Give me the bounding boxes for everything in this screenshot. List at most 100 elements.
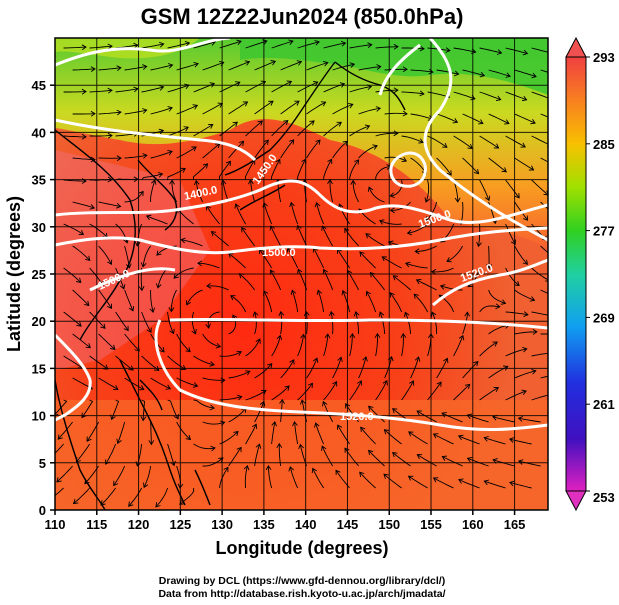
streamline-arrowhead	[523, 311, 529, 318]
streamline	[401, 135, 424, 143]
streamline	[505, 311, 528, 316]
streamline-arrowhead	[415, 279, 422, 285]
streamline	[531, 47, 548, 53]
streamline-arrowhead	[184, 40, 191, 47]
streamline	[287, 247, 299, 269]
streamline	[467, 267, 481, 287]
streamline	[89, 179, 112, 181]
streamline-arrowhead	[470, 94, 476, 101]
streamline	[323, 334, 329, 357]
streamline-arrowhead	[414, 248, 420, 255]
streamline-arrowhead	[267, 363, 273, 369]
streamline-arrowhead	[146, 327, 152, 334]
streamline-arrowhead	[492, 458, 498, 464]
streamline-arrowhead	[154, 365, 160, 371]
streamline-arrowhead	[210, 231, 217, 237]
streamline	[540, 113, 548, 118]
streamline	[254, 401, 265, 423]
streamline-arrowhead	[558, 73, 563, 78]
streamline-arrowhead	[90, 66, 96, 72]
streamline-arrowhead	[155, 502, 161, 508]
streamline-arrowhead	[140, 262, 147, 268]
streamline	[193, 83, 215, 93]
streamline	[329, 179, 334, 203]
streamline	[401, 47, 425, 50]
streamline-arrowhead	[276, 442, 283, 448]
streamline-arrowhead	[479, 71, 486, 78]
streamline	[488, 289, 506, 304]
streamline-arrowhead	[432, 433, 439, 439]
streamline-arrowhead	[529, 296, 536, 302]
streamline-arrowhead	[179, 499, 185, 505]
streamline	[176, 465, 181, 488]
x-tick-label: 135	[253, 517, 275, 532]
y-tick-label: 35	[32, 173, 46, 188]
streamline	[176, 146, 197, 159]
streamline-arrowhead	[500, 299, 507, 305]
streamline-arrowhead	[170, 460, 176, 467]
streamline	[337, 248, 350, 269]
streamline	[250, 179, 256, 203]
streamline-arrowhead	[504, 119, 510, 125]
streamline-arrowhead	[316, 289, 323, 296]
streamline	[479, 179, 490, 201]
streamline	[323, 83, 345, 93]
streamline-arrowhead	[241, 227, 247, 233]
streamline-arrowhead	[550, 351, 554, 356]
streamline	[431, 267, 454, 273]
streamline	[425, 201, 438, 222]
colorbar-tick-label: 293	[593, 50, 615, 65]
streamline-arrowhead	[362, 356, 368, 362]
streamline-arrowhead	[185, 434, 192, 441]
streamline-arrowhead	[392, 275, 399, 281]
streamline	[267, 465, 273, 489]
streamline-arrowhead	[255, 338, 261, 344]
streamline-arrowhead	[520, 142, 526, 148]
streamline	[146, 215, 168, 225]
streamline-arrowhead	[232, 121, 238, 127]
streamline-arrowhead	[531, 72, 537, 79]
streamline-arrowhead	[72, 498, 79, 505]
streamline-arrowhead	[322, 268, 328, 275]
streamline-arrowhead	[145, 214, 152, 221]
streamline-arrowhead	[100, 323, 106, 329]
streamline-arrowhead	[185, 300, 192, 306]
streamline	[431, 312, 438, 334]
streamline	[505, 390, 527, 401]
streamline-arrowhead	[531, 368, 537, 375]
streamline-arrowhead	[464, 311, 471, 317]
streamline-arrowhead	[294, 100, 300, 106]
streamline-arrowhead	[342, 140, 349, 146]
streamline	[427, 381, 442, 401]
streamline-arrowhead	[223, 466, 229, 473]
colorbar-body	[565, 56, 587, 492]
streamline-arrowhead	[528, 165, 535, 171]
streamline-arrowhead	[268, 100, 274, 106]
streamline-arrowhead	[76, 321, 82, 327]
streamline	[368, 187, 385, 203]
streamline	[355, 311, 360, 335]
streamline-arrowhead	[157, 172, 164, 178]
streamline-arrowhead	[369, 271, 376, 278]
streamline	[442, 456, 463, 467]
streamline	[297, 41, 320, 49]
streamline	[202, 333, 221, 348]
streamline-arrowhead	[301, 158, 307, 165]
streamline	[479, 91, 501, 101]
streamline	[436, 113, 458, 123]
streamline	[270, 225, 282, 247]
streamline-arrowhead	[180, 167, 186, 173]
streamline	[63, 46, 87, 49]
streamline	[349, 159, 359, 181]
streamline-arrowhead	[278, 310, 285, 317]
streamline	[540, 201, 548, 210]
streamline	[416, 279, 437, 291]
streamline-arrowhead	[262, 202, 268, 208]
colorbar-tick-label: 277	[593, 224, 615, 239]
streamline	[488, 113, 510, 125]
streamline	[392, 452, 411, 467]
colorbar-tick-label: 253	[593, 490, 615, 505]
streamline	[100, 487, 116, 506]
streamline-arrowhead	[220, 377, 226, 384]
streamline	[167, 84, 190, 93]
